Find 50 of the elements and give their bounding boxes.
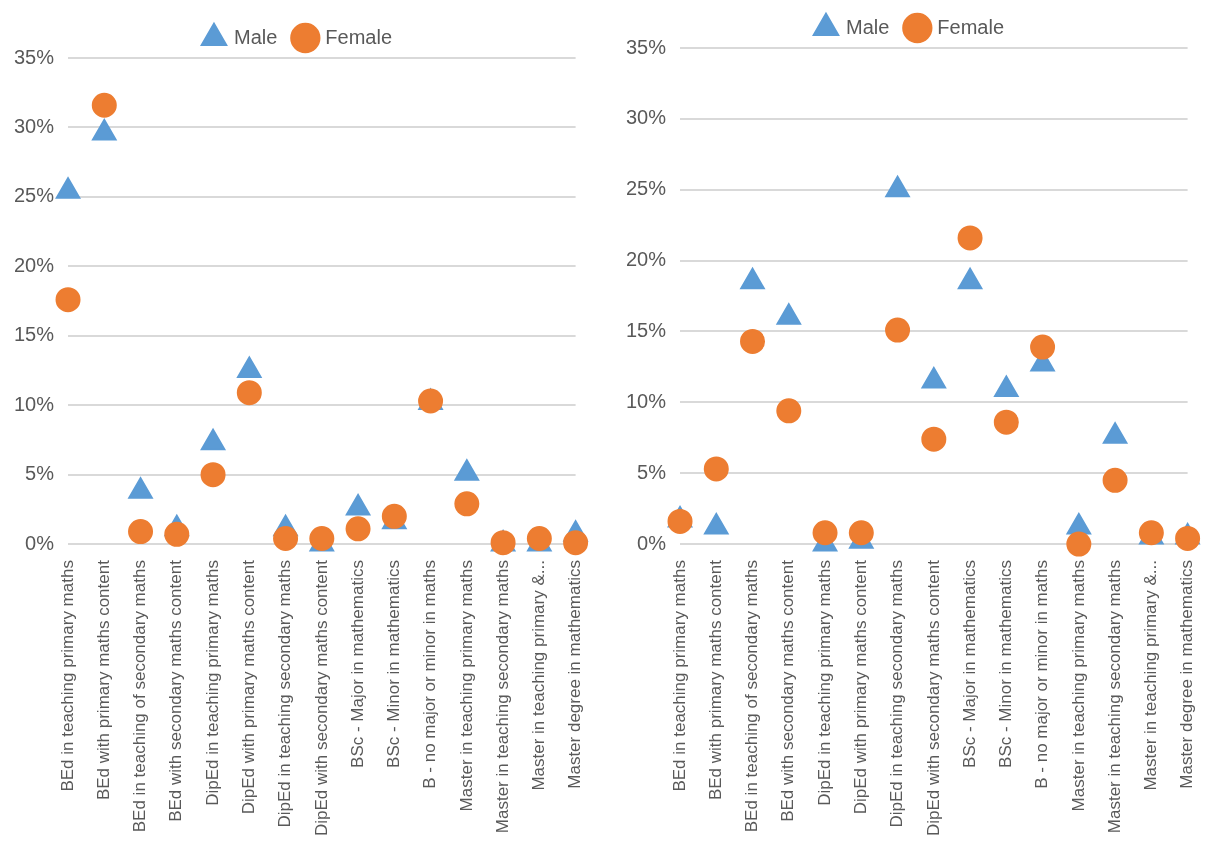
x-tick-label: BEd with secondary maths content [778, 559, 798, 822]
x-tick-label: Master in teaching primary &... [1141, 560, 1161, 791]
y-tick-label: 35% [14, 45, 55, 68]
x-tick-label: DipEd with secondary maths content [311, 559, 331, 836]
x-tick-label: DipEd with secondary maths content [923, 559, 943, 836]
x-tick-label: B - no major or minor in maths [420, 560, 440, 789]
legend-label: Female [937, 15, 1005, 38]
y-tick-label: 10% [626, 389, 667, 412]
legend-label: Male [233, 25, 278, 48]
x-tick-label: BSc - Major in mathematics [347, 560, 367, 768]
x-tick-label: BSc - Minor in mathematics [384, 560, 404, 768]
x-tick-label: Master in teaching primary maths [456, 560, 476, 812]
x-tick-label: DipEd with primary maths content [850, 559, 870, 815]
x-tick-label: BEd with primary maths content [705, 559, 725, 801]
x-tick-label: DipEd in teaching secondary maths [275, 560, 295, 828]
y-tick-label: 25% [626, 177, 667, 200]
y-tick-label: 20% [626, 248, 667, 271]
legend-label: Male [845, 15, 890, 38]
x-tick-label: DipEd with primary maths content [238, 559, 258, 815]
x-tick-label: BSc - Major in mathematics [959, 560, 979, 768]
y-tick-label: 5% [637, 460, 667, 483]
x-tick-label: BEd in teaching primary maths [57, 560, 77, 792]
x-tick-label: BEd in teaching of secondary maths [742, 560, 762, 833]
x-tick-label: BSc - Minor in mathematics [996, 560, 1016, 768]
x-tick-label: BEd with secondary maths content [166, 559, 186, 822]
y-tick-label: 15% [626, 318, 667, 341]
y-tick-label: 35% [626, 35, 667, 58]
x-tick-label: BEd with primary maths content [93, 559, 113, 801]
y-tick-label: 5% [25, 462, 55, 485]
y-tick-label: 20% [14, 253, 55, 276]
y-tick-label: 0% [637, 531, 667, 554]
x-tick-label: Master in teaching secondary maths [492, 560, 512, 834]
y-tick-label: 0% [25, 531, 55, 554]
y-tick-label: 10% [14, 392, 55, 415]
y-tick-label: 25% [14, 184, 55, 207]
x-tick-label: B - no major or minor in maths [1032, 560, 1052, 789]
y-tick-label: 30% [626, 106, 667, 129]
x-tick-label: DipEd in teaching secondary maths [887, 560, 907, 828]
y-tick-label: 15% [14, 323, 55, 346]
x-tick-label: Master degree in mathematics [565, 560, 585, 789]
x-tick-label: BEd in teaching primary maths [669, 560, 689, 792]
x-tick-label: Master degree in mathematics [1177, 560, 1197, 789]
legend-label: Female [325, 25, 393, 48]
x-tick-label: Master in teaching primary maths [1068, 560, 1088, 812]
y-tick-label: 30% [14, 114, 55, 137]
x-tick-label: Master in teaching primary &... [529, 560, 549, 791]
x-tick-label: BEd in teaching of secondary maths [130, 560, 150, 833]
x-tick-label: DipEd in teaching primary maths [814, 560, 834, 806]
x-tick-label: DipEd in teaching primary maths [202, 560, 222, 806]
x-tick-label: Master in teaching secondary maths [1104, 560, 1124, 834]
